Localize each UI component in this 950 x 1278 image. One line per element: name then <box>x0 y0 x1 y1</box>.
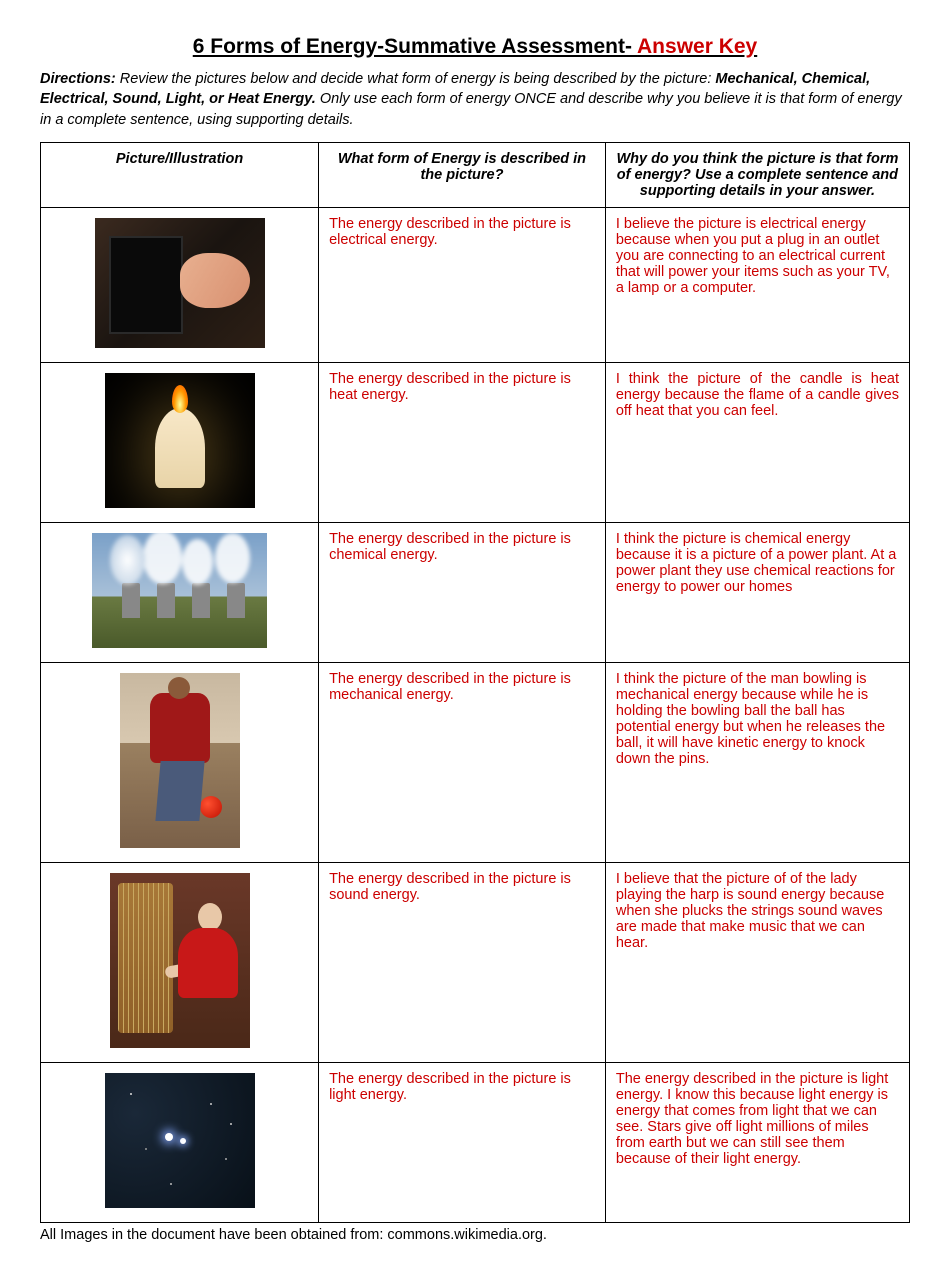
table-row: The energy described in the picture is c… <box>41 522 910 662</box>
outlet-plug-image <box>95 218 265 348</box>
directions-label: Directions: <box>40 71 120 87</box>
form-cell: The energy described in the picture is l… <box>319 1062 606 1222</box>
directions-part1: Review the pictures below and decide wha… <box>120 71 716 87</box>
table-row: The energy described in the picture is m… <box>41 662 910 862</box>
image-cell <box>41 362 319 522</box>
form-cell: The energy described in the picture is e… <box>319 207 606 362</box>
stars-image <box>105 1073 255 1208</box>
why-cell: I think the picture of the man bowling i… <box>605 662 909 862</box>
form-cell: The energy described in the picture is s… <box>319 862 606 1062</box>
image-cell <box>41 207 319 362</box>
why-cell: I think the picture of the candle is hea… <box>605 362 909 522</box>
title-main: 6 Forms of Energy-Summative Assessment- <box>193 35 637 58</box>
title-answer-key: Answer Key <box>637 35 757 58</box>
form-cell: The energy described in the picture is h… <box>319 362 606 522</box>
image-cell <box>41 522 319 662</box>
form-cell: The energy described in the picture is m… <box>319 662 606 862</box>
header-form: What form of Energy is described in the … <box>319 142 606 207</box>
header-why: Why do you think the picture is that for… <box>605 142 909 207</box>
image-cell <box>41 1062 319 1222</box>
why-cell: I think the picture is chemical energy b… <box>605 522 909 662</box>
why-cell: The energy described in the picture is l… <box>605 1062 909 1222</box>
footer-attribution: All Images in the document have been obt… <box>40 1227 910 1243</box>
bowling-image <box>120 673 240 848</box>
image-cell <box>41 662 319 862</box>
power-plant-image <box>92 533 267 648</box>
why-cell: I believe the picture is electrical ener… <box>605 207 909 362</box>
table-row: The energy described in the picture is s… <box>41 862 910 1062</box>
table-row: The energy described in the picture is h… <box>41 362 910 522</box>
assessment-table: Picture/Illustration What form of Energy… <box>40 142 910 1223</box>
why-cell: I believe that the picture of of the lad… <box>605 862 909 1062</box>
form-cell: The energy described in the picture is c… <box>319 522 606 662</box>
table-row: The energy described in the picture is l… <box>41 1062 910 1222</box>
page-title: 6 Forms of Energy-Summative Assessment- … <box>40 35 910 59</box>
harp-image <box>110 873 250 1048</box>
directions: Directions: Review the pictures below an… <box>40 69 910 130</box>
table-row: The energy described in the picture is e… <box>41 207 910 362</box>
candle-image <box>105 373 255 508</box>
header-picture: Picture/Illustration <box>41 142 319 207</box>
image-cell <box>41 862 319 1062</box>
